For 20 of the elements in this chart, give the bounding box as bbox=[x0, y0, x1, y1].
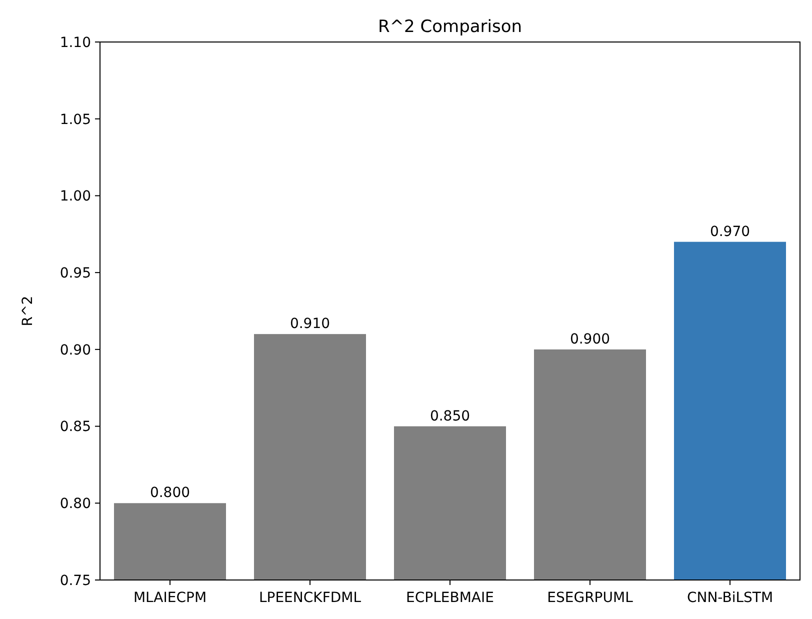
x-tick-label: ESEGRPUML bbox=[547, 590, 634, 606]
y-tick-label: 1.10 bbox=[60, 34, 91, 51]
y-tick-label: 0.95 bbox=[60, 265, 91, 282]
y-axis-title: R^2 bbox=[20, 296, 36, 326]
y-tick-label: 1.05 bbox=[60, 112, 91, 128]
y-tick-label: 0.90 bbox=[60, 342, 91, 358]
x-tick-label: ECPLEBMAIE bbox=[406, 590, 494, 606]
data-label: 0.970 bbox=[710, 224, 750, 240]
data-label: 0.850 bbox=[430, 408, 470, 424]
x-tick-label: MLAIECPM bbox=[133, 590, 207, 606]
data-label: 0.900 bbox=[570, 331, 610, 348]
chart-title: R^2 Comparison bbox=[378, 17, 522, 37]
data-label: 0.800 bbox=[150, 485, 190, 502]
y-tick-label: 0.85 bbox=[60, 419, 91, 436]
data-label: 0.910 bbox=[290, 316, 330, 332]
x-tick-label: CNN-BiLSTM bbox=[686, 590, 774, 606]
y-tick-label: 1.00 bbox=[60, 188, 91, 205]
y-tick-label: 0.75 bbox=[60, 572, 91, 589]
x-tick-label: LPEENCKFDML bbox=[258, 590, 362, 606]
y-tick-label: 0.80 bbox=[60, 496, 91, 512]
